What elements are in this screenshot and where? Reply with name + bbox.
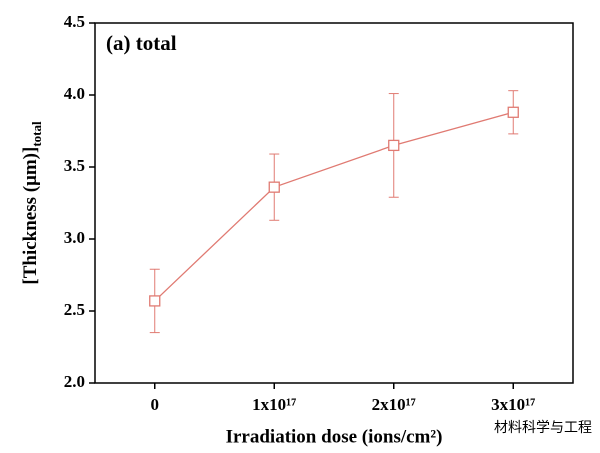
x-tick-label: 0	[151, 395, 160, 414]
y-axis-label-subscript: total	[29, 121, 44, 147]
y-axis-label-main: [Thickness (μm)]	[20, 147, 41, 285]
y-tick-label: 4.0	[64, 84, 85, 103]
marker	[507, 106, 519, 118]
data-line	[154, 111, 514, 302]
marker	[149, 295, 161, 307]
y-tick-label: 3.5	[64, 156, 85, 175]
x-tick-label: 2x10¹⁷	[372, 395, 416, 414]
marker	[268, 181, 280, 193]
marker	[388, 139, 400, 152]
y-tick-label: 2.5	[64, 300, 85, 319]
x-tick-label: 1x10¹⁷	[252, 395, 296, 414]
x-tick-label: 3x10¹⁷	[491, 395, 535, 414]
y-tick-label: 3.0	[64, 228, 85, 247]
plot-frame	[94, 22, 574, 384]
annotation: (a) total	[106, 31, 177, 55]
x-axis-label: Irradiation dose (ions/cm²)	[226, 426, 443, 447]
watermark: 材料科学与工程	[494, 420, 592, 436]
y-axis-label: [Thickness (μm)]total	[20, 121, 44, 285]
y-tick-label: 2.0	[64, 372, 85, 391]
y-tick-label: 4.5	[64, 12, 85, 31]
